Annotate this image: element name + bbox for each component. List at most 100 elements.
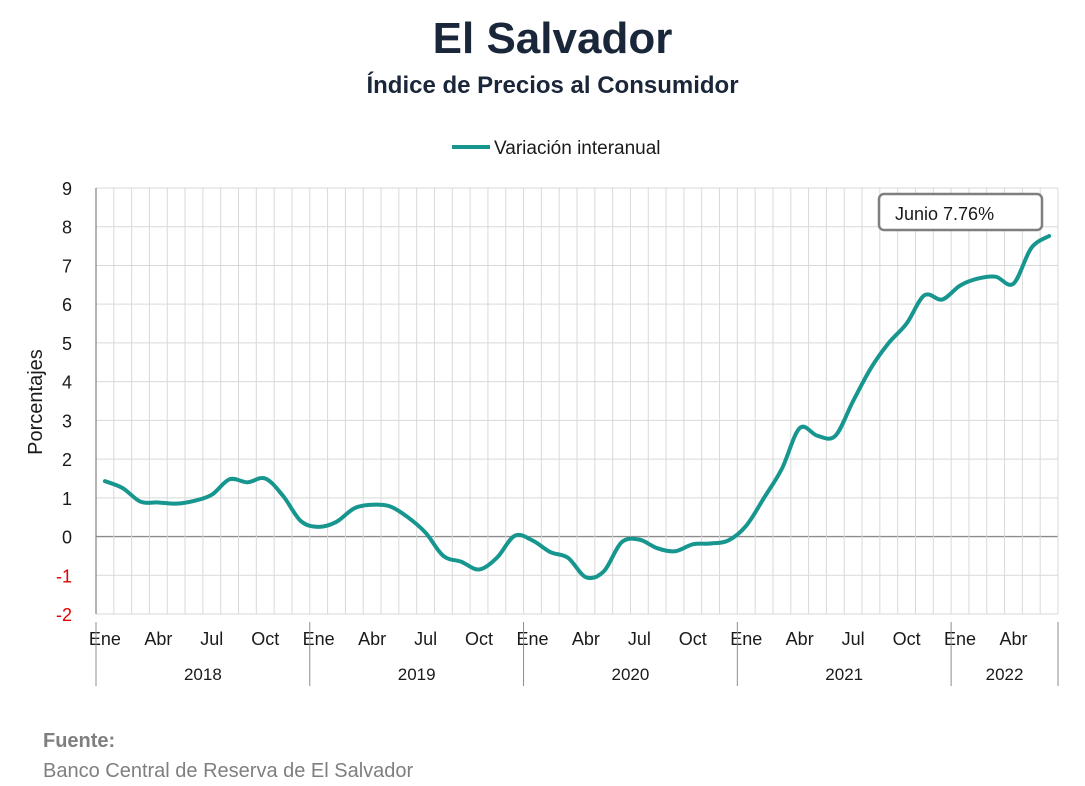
data-point: [335, 520, 339, 524]
annotation-box: [877, 192, 1044, 232]
x-axis-ticks: Ene Abr Jul Oct Ene Abr Jul Oct Ene Abr Jul Oct Ene A…: [89, 622, 1059, 686]
data-point: [637, 538, 641, 542]
year-label: 2018: [184, 665, 222, 684]
data-point: [673, 549, 677, 553]
data-point: [798, 426, 802, 430]
data-point: [530, 538, 534, 542]
legend: Variación interanual: [452, 138, 661, 159]
data-point: [620, 540, 624, 544]
data-point: [228, 477, 232, 481]
data-point: [495, 556, 499, 560]
data-point: [352, 506, 356, 510]
x-tick-label: Abr: [572, 629, 600, 649]
x-tick-label: Ene: [730, 629, 762, 649]
data-point: [263, 476, 267, 480]
data-point: [762, 496, 766, 500]
chart-title: El Salvador: [432, 14, 673, 63]
year-label: 2021: [825, 665, 863, 684]
data-point: [477, 567, 481, 571]
data-point: [691, 542, 695, 546]
data-point: [281, 494, 285, 498]
data-point: [424, 531, 428, 535]
data-point: [602, 569, 606, 573]
data-point: [513, 534, 517, 538]
y-tick-label: 9: [62, 179, 72, 199]
data-point: [156, 500, 160, 504]
y-tick-label: 5: [62, 334, 72, 354]
data-point: [121, 486, 125, 490]
y-tick-label: -1: [56, 566, 72, 586]
data-point: [869, 366, 873, 370]
annotation-callout: Junio 7.76%: [877, 192, 1044, 232]
x-tick-label: Ene: [303, 629, 335, 649]
x-tick-label: Abr: [999, 629, 1027, 649]
legend-label: Variación interanual: [494, 138, 661, 159]
x-tick-label: Abr: [786, 629, 814, 649]
data-point: [406, 515, 410, 519]
data-point: [192, 499, 196, 503]
data-point: [548, 550, 552, 554]
x-tick-label: Jul: [842, 629, 865, 649]
y-tick-label: 8: [62, 218, 72, 238]
data-point: [655, 546, 659, 550]
y-axis-label: Porcentajes: [25, 349, 47, 455]
data-point: [905, 322, 909, 326]
data-point: [922, 293, 926, 297]
data-point: [780, 467, 784, 471]
year-label: 2022: [986, 665, 1024, 684]
x-tick-label: Ene: [89, 629, 121, 649]
data-point: [245, 480, 249, 484]
y-tick-label: 1: [62, 489, 72, 509]
x-tick-label: Jul: [200, 629, 223, 649]
chart-subtitle: Índice de Precios al Consumidor: [366, 72, 739, 99]
y-tick-label: 4: [62, 373, 72, 393]
data-point: [388, 504, 392, 508]
data-point: [709, 542, 713, 546]
y-tick-label: 7: [62, 256, 72, 276]
data-point: [317, 525, 321, 529]
y-axis-ticks: 9 8 7 6 5 4 3 2 1 0 -1 -2: [56, 179, 72, 625]
data-point: [584, 575, 588, 579]
source-text: Banco Central de Reserva de El Salvador: [43, 760, 414, 782]
x-tick-label: Ene: [944, 629, 976, 649]
data-point: [851, 399, 855, 403]
x-tick-label: Oct: [679, 629, 707, 649]
data-point: [887, 341, 891, 345]
data-point: [370, 503, 374, 507]
y-tick-label: 2: [62, 450, 72, 470]
y-tick-label: 0: [62, 528, 72, 548]
data-point: [816, 434, 820, 438]
data-point: [958, 284, 962, 288]
x-tick-label: Jul: [414, 629, 437, 649]
data-point: [139, 500, 143, 504]
data-point: [1047, 234, 1051, 238]
data-point: [441, 554, 445, 558]
grid: [95, 187, 1059, 615]
data-point: [1011, 282, 1015, 286]
data-point: [976, 277, 980, 281]
x-tick-label: Oct: [251, 629, 279, 649]
y-tick-label: 3: [62, 411, 72, 431]
data-point: [940, 298, 944, 302]
x-tick-label: Abr: [358, 629, 386, 649]
series-line-variacion-interanual: [102, 234, 1052, 581]
x-tick-label: Abr: [144, 629, 172, 649]
year-label: 2019: [398, 665, 436, 684]
data-point: [459, 560, 463, 564]
data-point: [1029, 246, 1033, 250]
data-point: [744, 524, 748, 528]
data-point: [566, 556, 570, 560]
source-label: Fuente:: [43, 730, 116, 752]
y-tick-label: -2: [56, 605, 72, 625]
data-point: [833, 434, 837, 438]
annotation-text: Junio 7.76%: [895, 204, 994, 224]
data-point: [103, 479, 107, 483]
data-point: [174, 502, 178, 506]
data-point: [210, 493, 214, 497]
x-tick-label: Oct: [893, 629, 921, 649]
data-point: [299, 519, 303, 523]
y-tick-label: 6: [62, 295, 72, 315]
x-tick-label: Oct: [465, 629, 493, 649]
x-tick-label: Jul: [628, 629, 651, 649]
